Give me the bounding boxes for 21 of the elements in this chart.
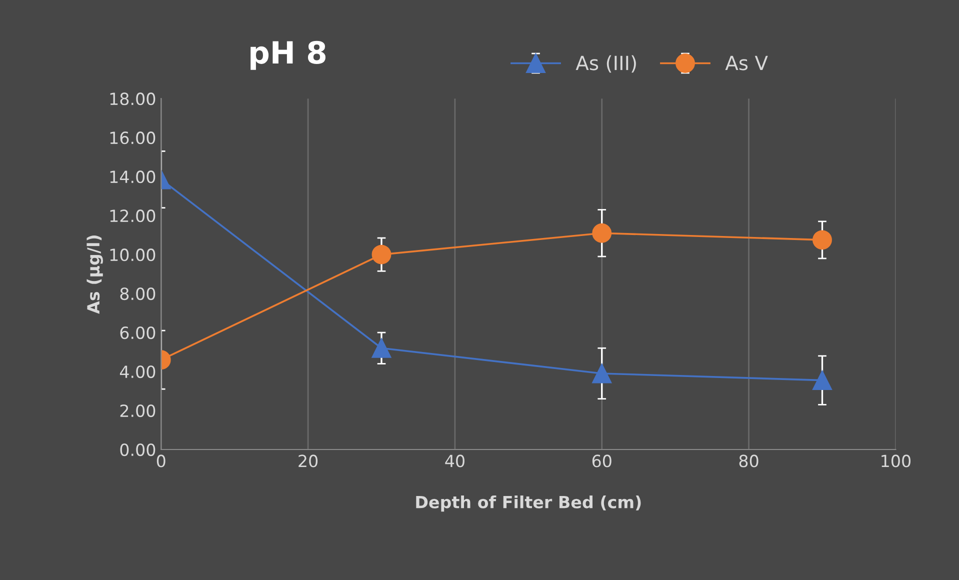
- y-tick-label: 16.00: [110, 132, 156, 144]
- x-axis-title: Depth of Filter Bed (cm): [416, 495, 641, 512]
- legend-label: As V: [725, 56, 768, 70]
- y-tick-label: 12.00: [110, 210, 156, 222]
- y-tick-label: 14.00: [110, 170, 156, 184]
- y-tick-label: 0.00: [120, 443, 156, 456]
- y-tick-label: 8.00: [120, 288, 156, 300]
- x-tick-label: 0: [156, 454, 166, 468]
- y-tick-label: 4.00: [120, 365, 156, 378]
- legend-label: As (III): [576, 55, 636, 73]
- y-tick-label: 6.00: [120, 326, 156, 340]
- chart-title: pH 8: [250, 40, 326, 70]
- x-tick-label: 40: [445, 454, 464, 468]
- x-tick-label: 80: [739, 454, 758, 468]
- y-tick-label: 2.00: [120, 404, 156, 418]
- y-axis-title: As (µg/l): [86, 236, 103, 314]
- x-tick-label: 100: [882, 454, 911, 468]
- x-tick-label: 60: [592, 454, 612, 468]
- y-tick-label: 10.00: [110, 248, 156, 262]
- x-tick-label: 20: [298, 454, 318, 468]
- y-tick-label: 18.00: [110, 92, 156, 106]
